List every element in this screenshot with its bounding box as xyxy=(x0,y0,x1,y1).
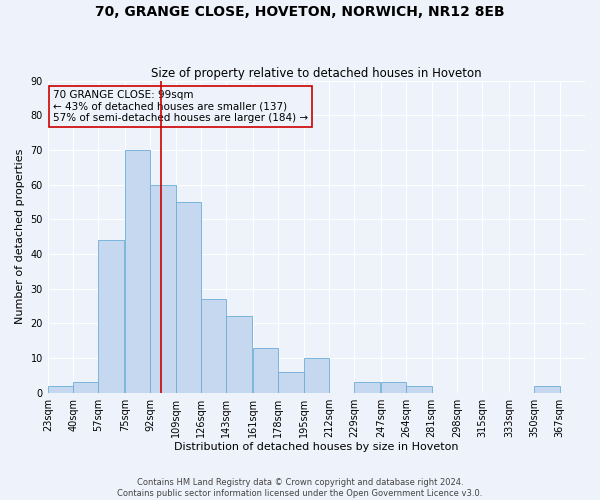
Bar xyxy=(355,382,380,392)
Bar xyxy=(48,386,73,392)
Bar xyxy=(151,184,176,392)
Bar xyxy=(176,202,201,392)
Bar xyxy=(304,358,329,392)
Text: 70, GRANGE CLOSE, HOVETON, NORWICH, NR12 8EB: 70, GRANGE CLOSE, HOVETON, NORWICH, NR12… xyxy=(95,5,505,19)
Title: Size of property relative to detached houses in Hoveton: Size of property relative to detached ho… xyxy=(151,66,482,80)
X-axis label: Distribution of detached houses by size in Hoveton: Distribution of detached houses by size … xyxy=(174,442,458,452)
Bar xyxy=(98,240,124,392)
Y-axis label: Number of detached properties: Number of detached properties xyxy=(15,149,25,324)
Bar xyxy=(125,150,151,392)
Bar xyxy=(73,382,98,392)
Bar xyxy=(201,299,226,392)
Bar xyxy=(278,372,304,392)
Bar xyxy=(381,382,406,392)
Bar xyxy=(253,348,278,393)
Text: Contains HM Land Registry data © Crown copyright and database right 2024.
Contai: Contains HM Land Registry data © Crown c… xyxy=(118,478,482,498)
Bar xyxy=(226,316,251,392)
Bar xyxy=(406,386,432,392)
Bar xyxy=(535,386,560,392)
Text: 70 GRANGE CLOSE: 99sqm
← 43% of detached houses are smaller (137)
57% of semi-de: 70 GRANGE CLOSE: 99sqm ← 43% of detached… xyxy=(53,90,308,123)
